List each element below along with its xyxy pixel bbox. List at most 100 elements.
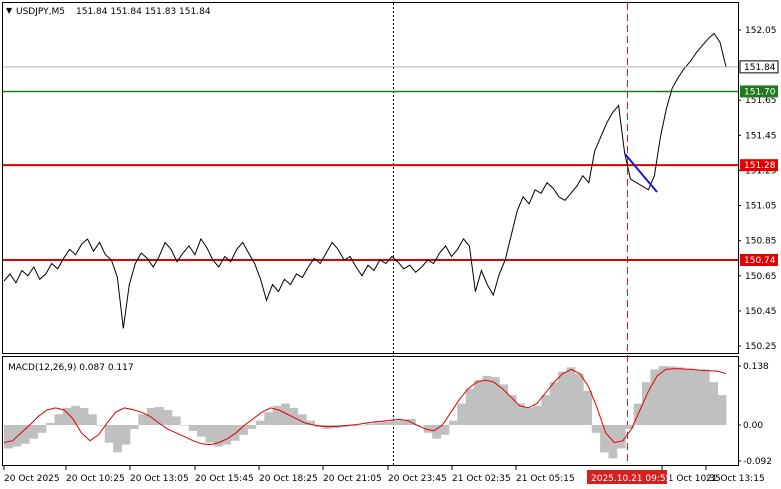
level-price-label: 150.74 [744, 256, 776, 266]
macd-bar [675, 367, 685, 425]
macd-bar [616, 425, 626, 449]
macd-bar [591, 425, 601, 433]
macd-bar [717, 395, 727, 425]
macd-bar [306, 420, 315, 425]
macd-bar [171, 416, 181, 425]
macd-bar [650, 369, 660, 425]
macd-bar [423, 425, 433, 433]
price-tick-label: 151.45 [745, 131, 777, 141]
time-highlight-label: 2025.10.21 09:55 [591, 474, 671, 484]
macd-scale-top: 0.138 [743, 362, 769, 372]
macd-bar [121, 425, 131, 445]
macd-bar [532, 405, 542, 425]
macd-bar [163, 410, 173, 425]
time-label: 20 Oct 2025 [4, 474, 60, 484]
time-label: 21 Oct 13:15 [706, 474, 765, 484]
macd-bar [549, 382, 559, 425]
macd-bar [415, 425, 425, 426]
macd-bar [499, 384, 509, 425]
macd-histogram [4, 366, 727, 459]
price-line [3, 32, 727, 329]
time-label: 20 Oct 15:45 [195, 474, 254, 484]
macd-bar [272, 405, 282, 425]
macd-bar [71, 405, 80, 425]
macd-bar [381, 421, 391, 425]
time-label: 20 Oct 13:05 [130, 474, 189, 484]
macd-bar [373, 422, 383, 425]
trend-segment[interactable] [624, 153, 658, 193]
macd-label: MACD(12,26,9) 0.087 0.117 [8, 363, 134, 373]
level-price-label: 151.70 [744, 87, 776, 97]
signal-line [3, 368, 727, 446]
macd-bar [356, 425, 366, 426]
price-tick-label: 150.45 [745, 307, 777, 317]
macd-bar [46, 422, 55, 425]
macd-bar [365, 423, 374, 425]
macd-bar [709, 382, 718, 425]
chevron-down-icon[interactable]: ▼ [6, 6, 13, 15]
macd-bar [138, 414, 148, 425]
time-highlight-box [587, 470, 667, 484]
macd-bar [516, 403, 525, 425]
level-price-box [740, 159, 778, 172]
macd-bar [88, 414, 97, 425]
macd-bar [449, 420, 458, 425]
macd-bar [222, 425, 232, 445]
macd-bar [129, 425, 139, 429]
level-price-box [740, 85, 778, 98]
macd-bar [482, 375, 492, 425]
macd-bar [96, 425, 106, 426]
macd-bar [146, 407, 156, 425]
macd-bar [625, 425, 635, 429]
price-series [3, 32, 727, 329]
time-label: 20 Oct 18:25 [259, 474, 318, 484]
macd-bar [289, 407, 299, 425]
price-tick-label: 150.85 [745, 237, 777, 247]
price-tick-label: 151.25 [745, 166, 777, 176]
macd-bar [684, 368, 693, 425]
ohlc-values: 151.84 151.84 151.83 151.84 [76, 7, 211, 17]
macd-bar [180, 425, 190, 426]
macd-bar [667, 366, 676, 425]
macd-bar [62, 407, 72, 425]
macd-bar [583, 390, 593, 425]
macd-bar [54, 414, 64, 425]
macd-bar [239, 425, 248, 435]
macd-bar [440, 425, 450, 435]
macd-bar [432, 425, 441, 439]
time-label: 21 Oct 02:35 [452, 474, 511, 484]
macd-signal-line [3, 368, 727, 446]
macd-bar [398, 419, 408, 425]
price-panel[interactable] [2, 2, 739, 354]
level-price-label: 151.28 [744, 161, 776, 171]
macd-bar [457, 403, 467, 425]
macd-bar [490, 377, 500, 425]
macd-bar [188, 425, 198, 431]
macd-bar [348, 425, 357, 427]
macd-bar [541, 395, 551, 425]
macd-bar [642, 382, 651, 425]
symbol-label: USDJPY,M5 [16, 7, 65, 17]
macd-bar [507, 395, 517, 425]
price-tick-label: 151.65 [745, 96, 777, 106]
price-axis: 152.05 151.65 151.45 151.25 151.05 150.85 150.… [3, 26, 779, 352]
macd-bar [658, 366, 668, 425]
macd-bar [29, 425, 38, 439]
time-axis: 20 Oct 2025 20 Oct 10:25 20 Oct 13:05 20 Oc… [3, 466, 765, 484]
macd-bar [465, 388, 475, 425]
macd-bar [155, 407, 164, 425]
macd-bar [574, 373, 584, 425]
macd-bar [12, 425, 22, 447]
level-price-box [740, 253, 778, 266]
macd-bar [104, 425, 114, 443]
macd-bar [197, 425, 206, 437]
macd-bar [390, 420, 399, 425]
price-tick-label: 151.05 [745, 202, 777, 212]
macd-scale-zero: 0.00 [743, 421, 763, 431]
price-tick-label: 150.25 [745, 342, 777, 352]
time-label: 21 Oct 05:15 [516, 474, 575, 484]
macd-bar [264, 412, 274, 425]
macd-bar [230, 425, 240, 441]
macd-bar [558, 371, 567, 425]
